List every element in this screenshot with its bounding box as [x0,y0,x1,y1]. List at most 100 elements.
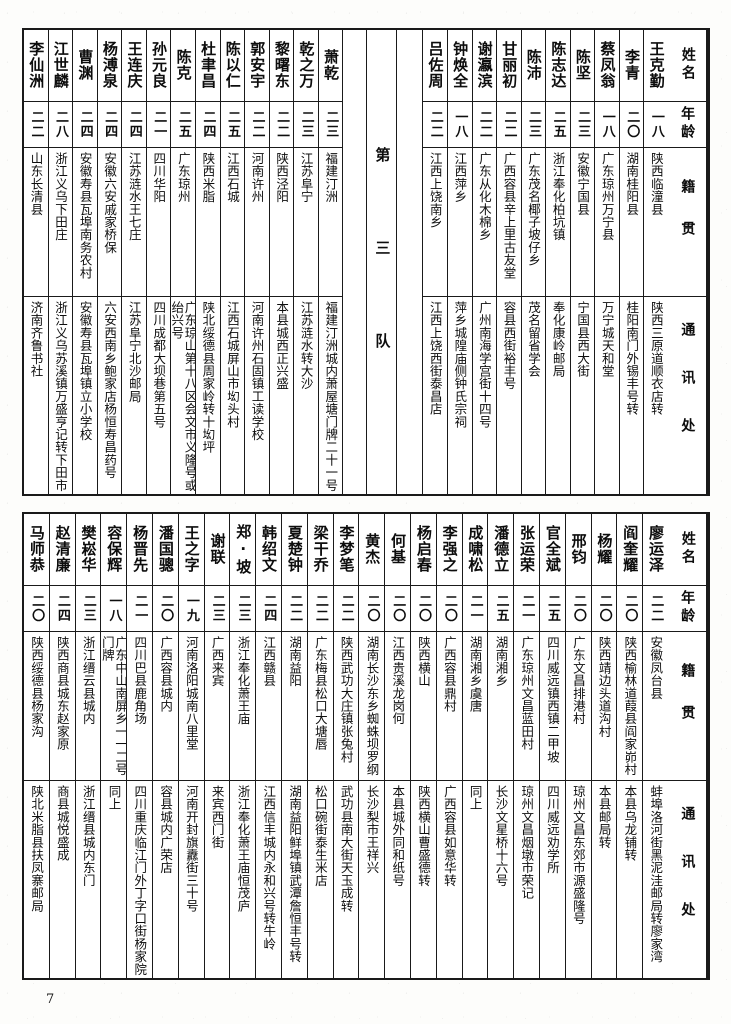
table-row[interactable]: 吕佐周 二二 江西上饶南乡 江西上饶西街泰昌店 [422,30,447,494]
cell-origin: 陕西靖边头道沟村 [591,632,617,781]
cell-age: 二〇 [565,586,591,632]
table-row[interactable]: 潘德立 二五 湖南湘乡 长沙文星桥十六号 [487,514,514,978]
table-row[interactable]: 杜聿昌 二四 陕西米脂 陕北绥德县周家岭转十㘭坪 [195,30,220,494]
person-name: 成啸松 [466,525,485,574]
table-row[interactable]: 杨启春 二〇 陕西横山 陕西横山曹盛德转 [410,514,436,978]
cell-origin: 四川威远镇西镇二甲坡 [540,632,565,781]
person-age: 二四 [54,593,70,623]
cell-contact: 江西上饶西街泰昌店 [423,297,447,494]
person-origin: 安徽凤台县 [648,635,664,700]
person-contact: 长沙梨市王祥兴 [364,784,380,874]
cell-origin: 安徽宁国县 [570,148,595,297]
person-contact: 陕北米脂县扶凤寨邮局 [29,784,45,912]
table-row[interactable]: 夏楚钟 二二 湖南益阳 湖南益阳鲜埠镇武潭詹恒丰号转 [281,514,307,978]
table-row[interactable]: 成啸松 二一 湖南湘乡虞唐 同上 [461,514,488,978]
table-row[interactable]: 王连庆 二四 江苏涟水王七庄 江苏阜宁北沙邮局 [121,30,146,494]
cell-origin: 湖南湘乡 [488,632,514,781]
cell-name: 谢联 [204,514,230,586]
table-row[interactable]: 樊崧华 二三 浙江缙云县城内 浙江缙县城内东门 [74,514,101,978]
table-row[interactable]: 陈沛 二三 广东茂名椰子坡仔乡 茂名留省学会 [520,30,546,494]
person-name: 李梦笔 [337,525,356,574]
table-row[interactable]: 李梦笔 二二 陕西武功大庄镇张兔村 武功县南大街天玉成转 [332,514,359,978]
cell-origin: 广东中山南屏乡一一二号门牌 [101,632,127,781]
person-origin: 四川巴县鹿角场 [132,635,148,725]
table-row[interactable]: 江世麟 二八 浙江义乌下田庄 浙江义乌苏溪镇万盛亨记转下田市 [47,30,73,494]
table-row[interactable]: 陈坚 二三 安徽宁国县 宁国县西大街 [569,30,595,494]
cell-contact: 本县城外同和纸号 [385,781,410,978]
header-label-contact: 通讯处 [679,322,696,467]
table-row[interactable]: 容保辉 一八 广东中山南屏乡一一二号门牌 同上 [100,514,127,978]
cell-contact: 江苏涟水转大沙 [294,297,318,494]
table-row[interactable]: 曹渊 二四 安徽寿县瓦埠南务农村 安徽寿县瓦埠镇立小学校 [72,30,97,494]
cell-origin: 广东从化木棉乡 [472,148,497,297]
table-row[interactable]: 王之字 一九 河南洛阳城南八里堂 河南开封旗纛街三十号 [177,514,204,978]
table-row[interactable]: 陈志达 二五 浙江奉化柏坑镇 奉化康岭邮局 [545,30,570,494]
cell-contact: 同上 [101,781,126,978]
table-row[interactable]: 陈克 二五 广东琼州 广东琼山第十八区会文市义隆号或绐兴号 [170,30,195,494]
table-row[interactable]: 黄杰 二〇 湖南长沙东乡蜘蛛坝罗纲 长沙梨市王祥兴 [358,514,385,978]
person-name: 李仙洲 [27,41,46,90]
person-contact: 松口碗街泰生米店 [312,784,328,887]
cell-contact: 容县城内广荣店 [153,781,178,978]
table-row[interactable]: 马师恭 二〇 陕西绥德县杨家沟 陕北米脂县扶凤寨邮局 [24,514,49,978]
cell-name: 韩绍文 [256,514,282,586]
table-row[interactable]: 赵清廉 二四 陕西商县城东赵家原 商县城悦盛成 [48,514,75,978]
person-age: 二五 [224,109,240,139]
person-origin: 广东琼州万宁县 [599,151,615,241]
person-origin: 广东琼州 [175,151,191,203]
cell-name: 陈沛 [521,30,546,102]
cell-age: 一八 [101,586,127,632]
table-row[interactable]: 邢钧 二〇 广东文昌排港村 琼州文昌东郊市源盛隆号 [564,514,591,978]
cell-contact: 四川威远劝学所 [540,781,565,978]
cell-name: 谢瀛滨 [472,30,497,102]
person-name: 黎曙东 [272,41,291,90]
table-row[interactable]: 李强之 二〇 广西容县鼎村 广西容县如意华转 [435,514,462,978]
table-row[interactable]: 郭安宇 二二 河南许州 河南许州石固镇工读学校 [244,30,269,494]
cell-contact: 浙江义乌苏溪镇万盛亨记转下田市 [49,297,73,494]
table-row[interactable]: 谢瀛滨 二二 广东从化木棉乡 广州南海学宫街十四号 [471,30,497,494]
cell-origin: 广西来宾 [204,632,230,781]
cell-name: 夏楚钟 [282,514,307,586]
table-row[interactable]: 黎曙东 二二 陕西泾阳 本县城西正兴盛 [268,30,294,494]
person-contact: 本县邮局转 [596,784,612,849]
table-row[interactable]: 韩绍文 二四 江西赣县 江西信丰城内永和兴号转牛岭 [255,514,282,978]
person-name: 张运荣 [518,525,537,574]
person-contact: 浙江义乌苏溪镇万盛亨记转下田市 [53,300,69,492]
table-row[interactable]: 郑·坡 二三 浙江奉化萧王庙 浙江奉化萧王庙恒茂庐 [229,514,256,978]
cell-age: 二〇 [153,586,178,632]
table-row[interactable]: 孙元良 二一 四川华阳 四川成都大坝巷第五号 [145,30,171,494]
table-row[interactable]: 杨耀 二〇 陕西靖边头道沟村 本县邮局转 [590,514,617,978]
person-age: 二四 [77,109,93,139]
table-row[interactable]: 潘国骢 二〇 广西容县城内 容县城内广荣店 [152,514,178,978]
table-row[interactable]: 萧乾 二三 福建汀洲 福建汀洲城内萧屋塘门牌二十一号 [317,30,343,494]
table-row[interactable]: 王克勤 一八 陕西临潼县 陕西三原道顺衣店转 [643,30,668,494]
table-row[interactable]: 李青 二〇 湖南桂阳县 桂阳南门外锡丰号转 [618,30,644,494]
person-origin: 安徽寿县瓦埠南务农村 [77,151,93,279]
table-row[interactable]: 谢联 二三 广西来宾 来宾西门街 [203,514,230,978]
person-origin: 陕西临潼县 [648,151,664,216]
table-row[interactable]: 钟焕全 一八 江西萍乡 萍乡城隍庙侧钟氏宗祠 [446,30,472,494]
person-origin: 浙江义乌下田庄 [53,151,69,241]
table-row[interactable]: 杨溥泉 二四 安徽六安戚家桥保 六安西南乡鲍家店杨恒寿昌药号 [96,30,122,494]
table-row[interactable]: 梁干乔 二二 广东梅县松口大塘唇 松口碗街泰生米店 [306,514,333,978]
person-contact: 浙江缙县城内东门 [80,784,96,887]
person-name: 郭安宇 [248,41,267,90]
cell-origin: 广西容县鼎村 [436,632,462,781]
person-contact: 同上 [467,784,483,811]
table-row[interactable]: 陈以仁 二五 江西石城 江西石城屏山市㘭头村 [219,30,245,494]
person-name: 潘德立 [492,525,511,574]
table-row[interactable]: 甘丽初 二二 广西容县辛上里古友堂 容县西街裕丰号 [496,30,521,494]
table-row[interactable]: 阎奎耀 二〇 陕西榆林道葭县阎家峁村 本县乌龙铺转 [616,514,643,978]
cell-origin: 江西石城 [220,148,245,297]
table-row[interactable]: 官全斌 二五 四川威远镇西镇二甲坡 四川威远劝学所 [539,514,565,978]
table-row[interactable]: 李仙洲 二二 山东长清县 济南齐鲁书社 [24,30,48,494]
column-headers-bottom: 姓名 年龄 籍贯 通讯处 [668,514,708,978]
table-row[interactable]: 张运荣 二一 广东琼州文昌蓝田村 琼州文昌烟墩市荣记 [513,514,540,978]
table-row[interactable]: 廖运泽 二二 安徽凤台县 蚌埠洛河街黑泥洼邮局转廖家湾 [642,514,668,978]
cell-contact: 本县乌龙铺转 [617,781,642,978]
table-row[interactable]: 乾之万 二三 江苏阜宁 江苏涟水转大沙 [293,30,318,494]
table-row[interactable]: 何基 二〇 江西贵溪龙岗何 本县城外同和纸号 [384,514,411,978]
person-name: 王克勤 [647,41,666,90]
table-row[interactable]: 蔡凤翁 一八 广东琼州万宁县 万宁城天和堂 [594,30,619,494]
table-row[interactable]: 杨晋先 二一 四川巴县鹿角场 四川重庆临江门外丁字口街杨家院 [126,514,153,978]
